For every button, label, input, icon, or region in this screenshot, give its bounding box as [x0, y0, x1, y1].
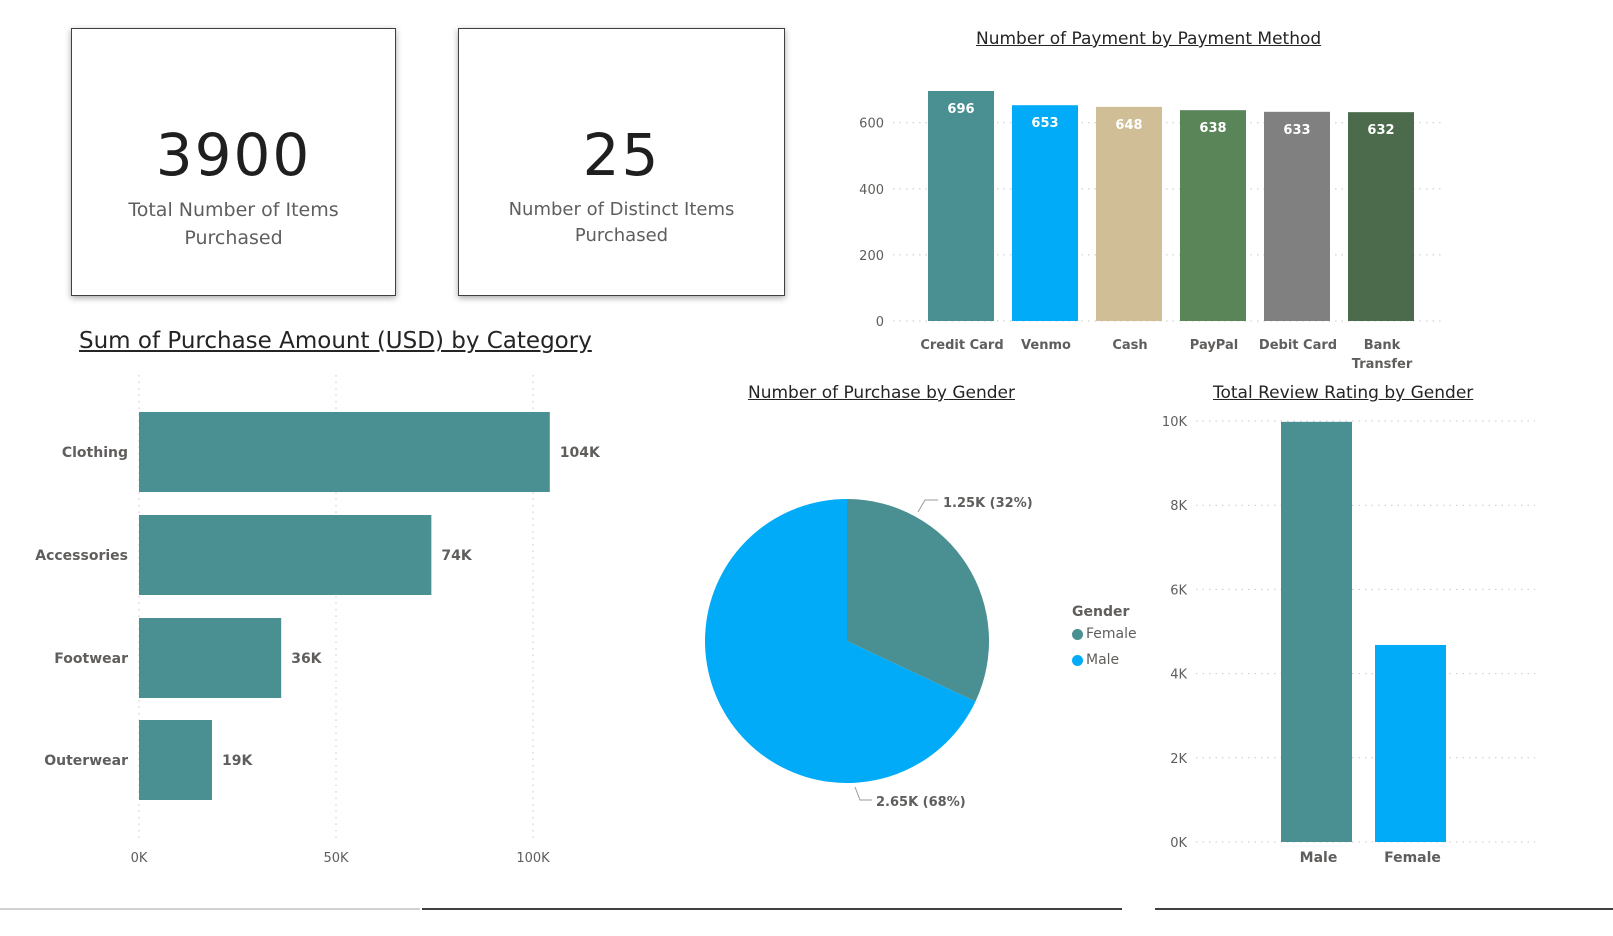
bottom-divider: [0, 908, 420, 910]
y-tick-label: Outerwear: [44, 753, 128, 769]
gender-legend: Gender Female Male: [1072, 604, 1137, 678]
legend-label: Female: [1086, 626, 1137, 642]
kpi-value: 25: [582, 121, 661, 189]
bar: [1096, 106, 1162, 322]
y-tick-label: 10K: [1162, 415, 1188, 430]
data-label: 648: [1115, 118, 1142, 133]
data-label: 104K: [560, 445, 601, 461]
kpi-value: 3900: [155, 121, 312, 189]
x-tick-label: Male: [1300, 850, 1338, 866]
data-label: 696: [947, 102, 974, 117]
x-tick-label: Bank: [1364, 338, 1401, 353]
data-label: 653: [1031, 116, 1058, 131]
y-tick-label: 0: [876, 315, 884, 330]
bar: [139, 515, 432, 595]
data-label: 1.25K (32%): [943, 496, 1033, 511]
y-tick-label: Footwear: [54, 651, 128, 667]
legend-item-female[interactable]: Female: [1072, 626, 1137, 642]
y-tick-label: 8K: [1170, 499, 1187, 514]
kpi-label: Number of Distinct Items Purchased: [508, 199, 735, 247]
data-label: 638: [1199, 121, 1226, 136]
x-tick-label: 0K: [131, 851, 148, 866]
leader-line: [917, 499, 938, 513]
x-tick-label: 100K: [516, 851, 550, 866]
y-tick-label: 4K: [1170, 668, 1187, 683]
pie-slice: [847, 499, 989, 702]
data-label: 36K: [291, 651, 322, 667]
bar: [1012, 105, 1078, 321]
leader-line: [854, 786, 872, 801]
x-tick-label: Female: [1384, 850, 1441, 866]
x-tick-label: Cash: [1112, 338, 1147, 353]
y-tick-label: 6K: [1170, 583, 1187, 598]
data-label: 2.65K (68%): [876, 795, 966, 810]
legend-swatch: [1072, 654, 1083, 666]
legend-label: Male: [1086, 652, 1120, 668]
chart-title: Sum of Purchase Amount (USD) by Category: [79, 328, 592, 354]
bar: [1281, 421, 1352, 842]
bar: [1348, 112, 1414, 322]
bottom-divider: [422, 908, 1122, 910]
y-tick-label: Accessories: [35, 548, 128, 564]
data-label: 632: [1367, 123, 1394, 138]
bottom-divider: [1155, 908, 1613, 910]
x-tick-label: Credit Card: [920, 338, 1003, 353]
y-tick-label: 0K: [1170, 836, 1187, 851]
data-label: 19K: [222, 753, 253, 769]
legend-title: Gender: [1072, 604, 1130, 620]
pie-slice: [705, 499, 976, 784]
bar: [139, 618, 282, 698]
y-tick-label: Clothing: [62, 445, 128, 461]
y-tick-label: 400: [859, 183, 884, 198]
x-tick-label: PayPal: [1190, 338, 1238, 353]
x-tick-label: Venmo: [1021, 338, 1071, 353]
kpi-card-total-items: 3900 Total Number of Items Purchased: [71, 28, 396, 296]
bar: [139, 720, 212, 800]
kpi-card-distinct-items: 25 Number of Distinct Items Purchased: [458, 28, 785, 296]
x-tick-label: Debit Card: [1259, 338, 1337, 353]
bar: [1264, 111, 1330, 321]
y-tick-label: 200: [859, 249, 884, 264]
bar: [139, 412, 550, 492]
chart-title: Total Review Rating by Gender: [1213, 383, 1474, 403]
legend-swatch: [1072, 628, 1083, 640]
bar: [1180, 110, 1246, 322]
x-tick-label: Transfer: [1352, 357, 1413, 372]
x-tick-label: 50K: [323, 851, 349, 866]
y-tick-label: 2K: [1170, 752, 1187, 767]
bar: [1375, 644, 1446, 842]
data-label: 74K: [441, 548, 472, 564]
chart-title: Number of Payment by Payment Method: [976, 29, 1322, 49]
bar: [928, 91, 994, 321]
legend-item-male[interactable]: Male: [1072, 652, 1137, 668]
data-label: 633: [1283, 123, 1310, 138]
kpi-label: Total Number of Items Purchased: [128, 199, 339, 249]
y-tick-label: 600: [859, 117, 884, 132]
chart-title: Number of Purchase by Gender: [748, 383, 1015, 403]
